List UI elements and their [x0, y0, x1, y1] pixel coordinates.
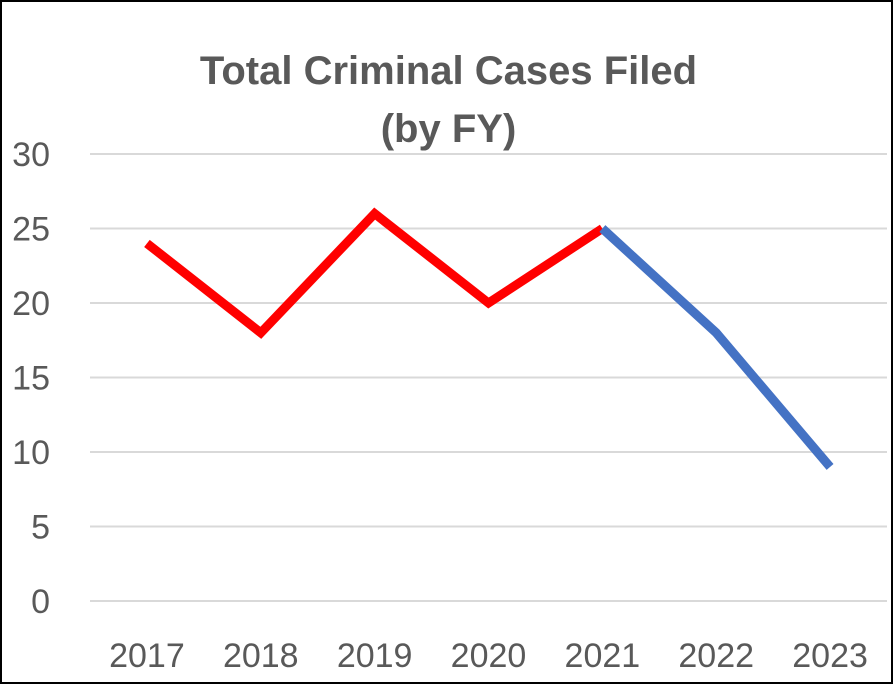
- x-tick-label: 2023: [792, 637, 868, 675]
- x-tick-label: 2019: [337, 637, 413, 675]
- x-tick-label: 2021: [565, 637, 641, 675]
- x-tick-label: 2018: [223, 637, 299, 675]
- x-tick-label: 2022: [678, 637, 754, 675]
- x-axis-tick-labels: 2017 2018 2019 2020 2021 2022 2023: [109, 637, 868, 675]
- y-tick-label: 20: [12, 285, 50, 323]
- chart-title: Total Criminal Cases Filed (by FY): [2, 42, 893, 158]
- series-line-1: [147, 214, 602, 333]
- y-tick-label: 5: [31, 509, 50, 547]
- gridlines: [90, 154, 887, 601]
- y-tick-label: 10: [12, 434, 50, 472]
- y-tick-label: 0: [31, 583, 50, 621]
- x-tick-label: 2017: [109, 637, 185, 675]
- series-lines: [147, 214, 830, 468]
- series-line-2: [602, 229, 830, 467]
- y-tick-label: 25: [12, 211, 50, 249]
- chart-title-line-2: (by FY): [2, 100, 893, 158]
- chart-title-line-1: Total Criminal Cases Filed: [2, 42, 893, 100]
- y-tick-label: 15: [12, 360, 50, 398]
- x-tick-label: 2020: [451, 637, 527, 675]
